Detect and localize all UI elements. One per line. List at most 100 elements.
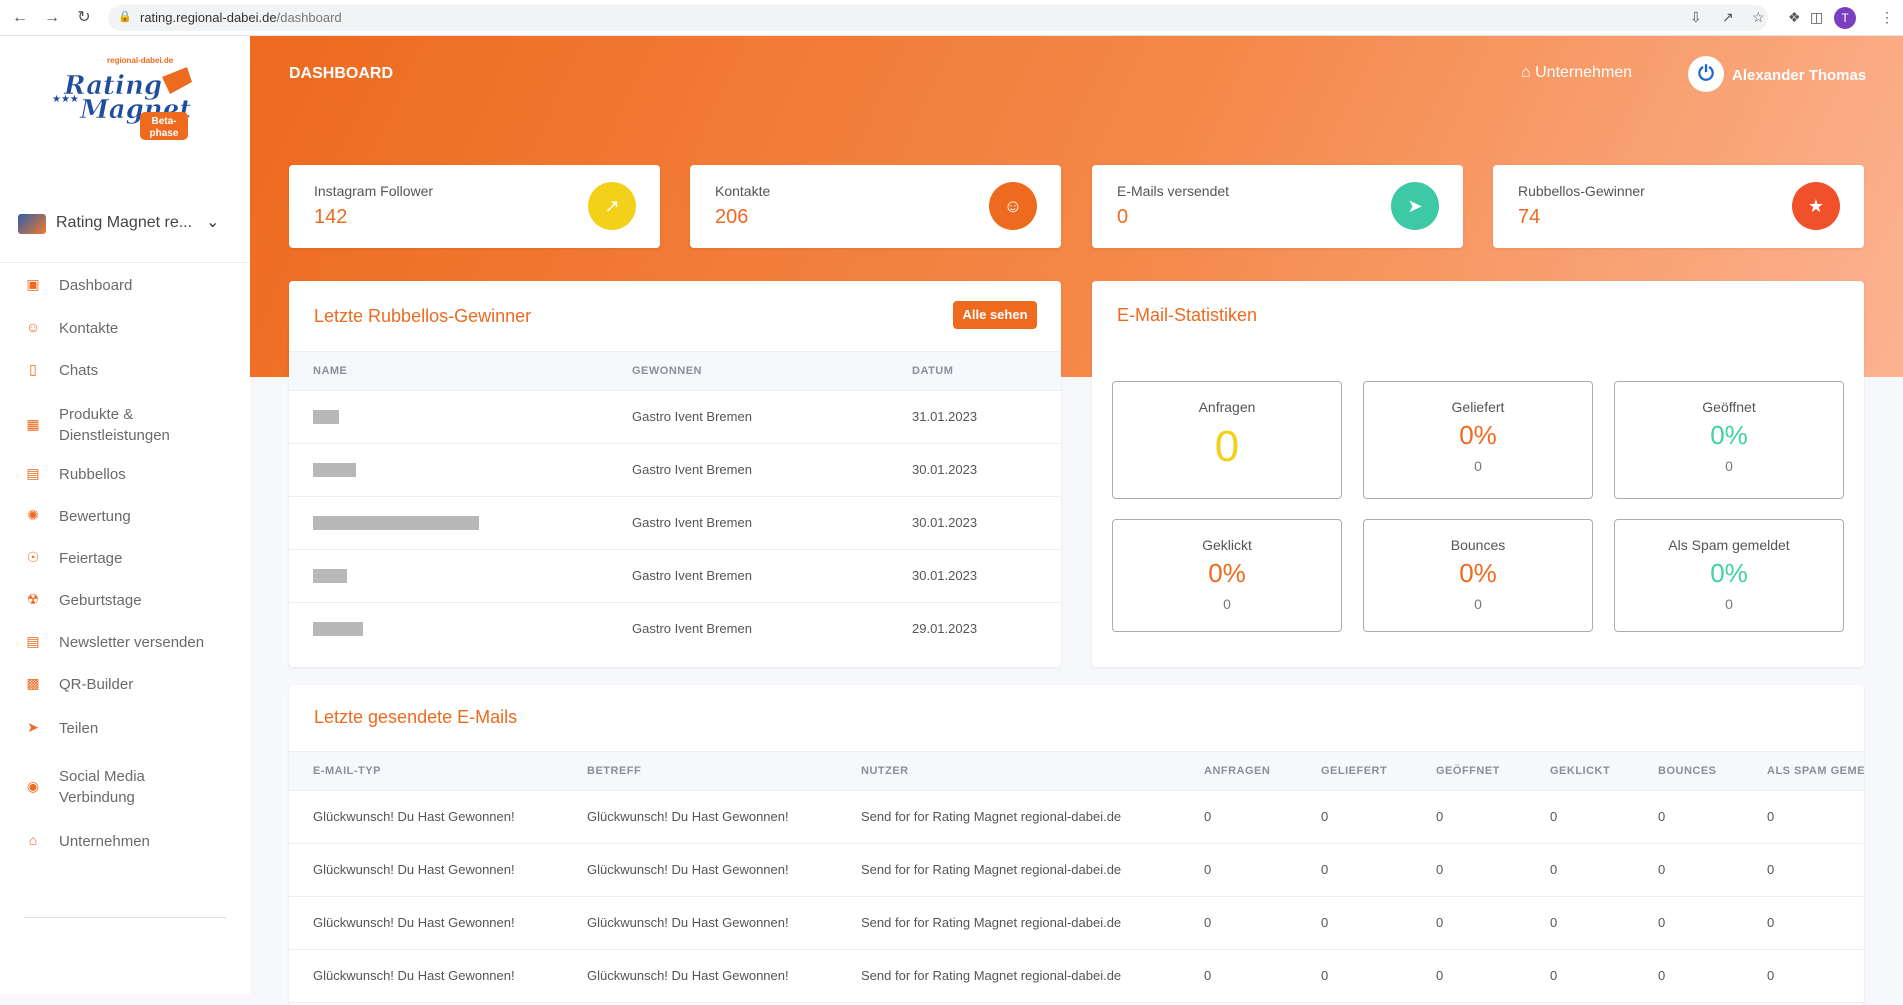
count-geoeffnet: 0 [1436, 809, 1444, 824]
sidebar-item-label: Social Media Verbindung [59, 768, 145, 806]
email-type: Glückwunsch! Du Hast Gewonnen! [313, 915, 515, 930]
count-geoeffnet: 0 [1436, 862, 1444, 877]
stat-label: Rubbellos-Gewinner [1518, 183, 1645, 199]
stat-box-count: 0 [1725, 458, 1733, 474]
winner-prize: Gastro Ivent Bremen [632, 515, 752, 530]
back-icon[interactable]: ← [12, 9, 28, 26]
table-row[interactable]: Gastro Ivent Bremen 29.01.2023 [289, 603, 1061, 656]
stat-box-count: 0 [1474, 596, 1482, 612]
stat-card-rubbellos: Rubbellos-Gewinner 74 ★ [1493, 165, 1864, 248]
email-subject: Glückwunsch! Du Hast Gewonnen! [587, 862, 789, 877]
power-icon: ⏻ [1688, 56, 1724, 92]
winner-prize: Gastro Ivent Bremen [632, 568, 752, 583]
profile-avatar[interactable]: T [1834, 7, 1856, 29]
stat-box-label: Geliefert [1451, 399, 1505, 415]
column-header: NAME [313, 365, 348, 377]
sidebar: regional-dabei.de Rating Magnet ★★★ Beta… [0, 36, 250, 994]
user-name: Alexander Thomas [1732, 67, 1867, 84]
bookmark-star-icon[interactable]: ☆ [1752, 9, 1765, 25]
redacted-name [313, 516, 479, 530]
count-geliefert: 0 [1321, 809, 1329, 824]
side-panel-icon[interactable]: ◫ [1810, 9, 1824, 25]
stat-box-value: 0% [1459, 420, 1497, 450]
column-header: DATUM [912, 365, 954, 377]
email-user: Send for for Rating Magnet regional-dabe… [861, 915, 1122, 930]
stat-value: 74 [1518, 206, 1541, 228]
table-row[interactable]: Glückwunsch! Du Hast Gewonnen! Glückwuns… [289, 950, 1864, 1003]
forward-icon[interactable]: → [44, 9, 60, 26]
table-row[interactable]: Gastro Ivent Bremen 30.01.2023 [289, 444, 1061, 497]
see-all-button[interactable]: Alle sehen [953, 301, 1037, 329]
qr-icon: ▩ [26, 675, 40, 691]
company-link[interactable]: ⌂ Unternehmen [1521, 64, 1632, 82]
chevron-down-icon: ⌄ [206, 214, 220, 231]
lock-icon: 🔒 [118, 11, 132, 23]
reload-icon[interactable]: ↻ [77, 9, 91, 26]
sidebar-item-label: Chats [59, 362, 99, 379]
company-thumbnail [18, 214, 46, 234]
sent-emails-table-header: E-MAIL-TYP BETREFF NUTZER ANFRAGEN GELIE… [289, 751, 1864, 791]
stat-box-value: 0% [1710, 558, 1748, 588]
count-geklickt: 0 [1550, 915, 1558, 930]
instagram-icon: ◉ [26, 778, 40, 794]
menu-kebab-icon[interactable]: ⋮ [1880, 9, 1894, 25]
redacted-name [313, 463, 356, 477]
email-subject: Glückwunsch! Du Hast Gewonnen! [587, 915, 789, 930]
trophy-icon: ★ [1792, 182, 1840, 230]
redacted-name [313, 410, 339, 424]
sidebar-item-label: Produkte & Dienstleistungen [59, 406, 170, 444]
sidebar-item-label: QR-Builder [59, 676, 134, 693]
stat-box-spam: Als Spam gemeldet 0% 0 [1614, 519, 1844, 632]
winner-date: 31.01.2023 [912, 409, 978, 424]
stat-box-geklickt: Geklickt 0% 0 [1112, 519, 1342, 632]
table-row[interactable]: Gastro Ivent Bremen 30.01.2023 [289, 550, 1061, 603]
sidebar-item-produkte[interactable]: ▦ Produkte & Dienstleistungen [24, 404, 244, 446]
email-type: Glückwunsch! Du Hast Gewonnen! [313, 862, 515, 877]
share-page-icon[interactable]: ↗ [1722, 9, 1734, 25]
stat-label: E-Mails versendet [1117, 183, 1230, 199]
url-text: rating.regional-dabei.de/dashboard [140, 10, 342, 25]
store-icon: ⌂ [1521, 64, 1531, 81]
company-selector[interactable]: Rating Magnet re... ⌄ [18, 212, 228, 236]
extensions-icon[interactable]: ❖ [1788, 9, 1801, 25]
redacted-name [313, 622, 363, 636]
count-bounces: 0 [1658, 915, 1666, 930]
chat-icon: ▯ [29, 361, 37, 377]
table-row[interactable]: Gastro Ivent Bremen 31.01.2023 [289, 391, 1061, 444]
table-row[interactable]: Glückwunsch! Du Hast Gewonnen! Glückwuns… [289, 791, 1864, 844]
table-row[interactable]: Glückwunsch! Du Hast Gewonnen! Glückwuns… [289, 844, 1864, 897]
logo-line1: Rating [63, 71, 162, 101]
stat-card-kontakte: Kontakte 206 ☺ [690, 165, 1061, 248]
stat-box-geliefert: Geliefert 0% 0 [1363, 381, 1593, 499]
company-selector-label: Rating Magnet re... [56, 214, 193, 231]
share-icon: ➤ [27, 719, 39, 735]
redacted-name [313, 569, 347, 583]
install-icon[interactable]: ⇩ [1690, 9, 1702, 25]
rating-magnet-logo[interactable]: regional-dabei.de Rating Magnet ★★★ Beta… [52, 52, 202, 142]
count-geliefert: 0 [1321, 915, 1329, 930]
stat-label: Kontakte [715, 183, 771, 199]
sent-emails-card: Letzte gesendete E-Mails E-MAIL-TYP BETR… [289, 685, 1864, 1005]
sidebar-item-label: Bewertung [59, 508, 131, 525]
sidebar-item-label: Newsletter versenden [59, 634, 205, 651]
count-bounces: 0 [1658, 968, 1666, 983]
count-geklickt: 0 [1550, 862, 1558, 877]
sidebar-divider [24, 917, 226, 918]
count-anfragen: 0 [1204, 862, 1212, 877]
table-row[interactable]: Gastro Ivent Bremen 30.01.2023 [289, 497, 1061, 550]
count-geklickt: 0 [1550, 968, 1558, 983]
stat-box-count: 0 [1223, 596, 1231, 612]
email-stats-title: E-Mail-Statistiken [1117, 305, 1258, 325]
cake-icon: ☢ [26, 591, 40, 607]
column-header: ALS SPAM GEMELDET [1767, 765, 1864, 777]
stat-box-count: 0 [1725, 596, 1733, 612]
count-spam: 0 [1767, 809, 1775, 824]
company-link-label: Unternehmen [1535, 64, 1633, 81]
email-subject: Glückwunsch! Du Hast Gewonnen! [587, 968, 789, 983]
address-bar[interactable]: 🔒 rating.regional-dabei.de/dashboard [108, 5, 1768, 31]
count-bounces: 0 [1658, 862, 1666, 877]
stat-box-value: 0% [1459, 558, 1497, 588]
sidebar-item-social-media[interactable]: ◉ Social Media Verbindung [24, 766, 244, 808]
table-row[interactable]: Glückwunsch! Du Hast Gewonnen! Glückwuns… [289, 897, 1864, 950]
sidebar-item-label: Geburtstage [59, 592, 142, 609]
